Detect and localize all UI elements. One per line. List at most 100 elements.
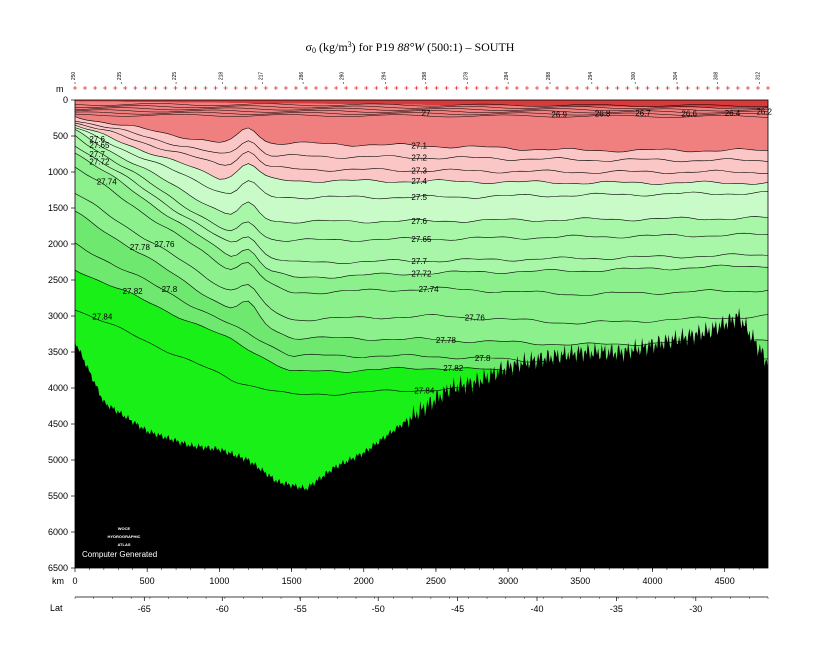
- title-sigma-sub: 0: [312, 46, 316, 55]
- contour-label-27-6: 27.6: [411, 217, 427, 226]
- contour-label-27-7: 27.7: [411, 257, 427, 266]
- depth-tick-label: 6500: [48, 563, 68, 573]
- contour-27.76: [75, 193, 768, 325]
- lat-tick-label: -50: [372, 604, 385, 614]
- distance-tick-label: 0: [72, 576, 77, 586]
- chart-title: σ0 (kg/m3) for P19 88°W (500:1) – SOUTH: [0, 40, 820, 55]
- contour-label-27-3: 27.3: [411, 166, 427, 175]
- station-label: 312: [755, 72, 761, 81]
- logo-line-1: WOCE: [118, 526, 131, 531]
- contour-label-27-7: 27.7: [89, 150, 105, 159]
- logo-line-3: ATLAS: [117, 542, 130, 547]
- bathymetry: [75, 307, 768, 568]
- station-label: 225: [172, 72, 178, 81]
- title-units-sup: 3: [347, 40, 352, 49]
- distance-tick-label: 3000: [498, 576, 518, 586]
- contour-surface-3: [75, 107, 768, 112]
- contour-27.3: [75, 122, 768, 175]
- station-label: 218: [218, 72, 224, 81]
- contour-surface-2: [75, 105, 768, 110]
- contour-label-27-8: 27.8: [162, 285, 178, 294]
- contour-label-27-2: 27.2: [411, 153, 427, 162]
- band-red-dark: [75, 100, 768, 109]
- station-label: 298: [422, 72, 428, 81]
- contour-label-26-6: 26.6: [681, 110, 697, 119]
- lat-tick-label: -40: [530, 604, 543, 614]
- station-label: 308: [714, 72, 720, 81]
- band-green-light: [75, 129, 768, 279]
- station-label: 286: [299, 72, 305, 81]
- contour-27.6: [75, 129, 768, 224]
- depth-tick-label: 2500: [48, 275, 68, 285]
- contour-surface-1: [75, 103, 768, 108]
- lat-tick-label: -60: [216, 604, 229, 614]
- contour-label-26-2: 26.2: [756, 108, 772, 117]
- contour-label-27-84: 27.84: [414, 386, 435, 395]
- lat-label: Lat: [50, 603, 63, 613]
- distance-tick-label: 4500: [715, 576, 735, 586]
- title-units-post: ) for P19: [351, 40, 398, 54]
- station-label: 294: [588, 72, 594, 81]
- contour-label-27-5: 27.5: [411, 193, 427, 202]
- depth-tick-label: 3500: [48, 347, 68, 357]
- contour-label-26-9: 26.9: [551, 110, 567, 119]
- station-label: 284: [504, 72, 510, 81]
- distance-tick-label: 2000: [354, 576, 374, 586]
- station-label: 300: [631, 72, 637, 81]
- band-green-deep: [75, 211, 768, 375]
- logo-line-2: HYDROGRAPHIC: [108, 534, 141, 539]
- depth-tick-label: 1500: [48, 203, 68, 213]
- station-axis: 250 235 225 218 217 286 290 294 298 278 284 288 294 3…: [71, 72, 770, 90]
- distance-tick-label: 1500: [282, 576, 302, 586]
- contour-label-27: 27: [422, 109, 431, 118]
- station-label: 250: [71, 72, 77, 81]
- station-label: 217: [259, 72, 265, 81]
- contour-label-27-1: 27.1: [411, 142, 427, 151]
- depth-tick-label: 2000: [48, 239, 68, 249]
- contour-label-27-8: 27.8: [475, 354, 491, 363]
- distance-tick-label: 1000: [209, 576, 229, 586]
- contour-label-26-8: 26.8: [595, 110, 611, 119]
- band-green-pale: [75, 125, 768, 224]
- contour-27.5: [75, 127, 768, 200]
- station-label: 294: [381, 72, 387, 81]
- distance-tick-label: 500: [140, 576, 155, 586]
- title-sigma: σ: [305, 40, 312, 54]
- contour-label-27-6: 27.6: [89, 135, 105, 144]
- woce-logo: WOCE HYDROGRAPHIC ATLAS Computer Generat…: [82, 526, 157, 559]
- contour-label-26-4: 26.4: [725, 109, 741, 118]
- seafloor: [75, 307, 768, 568]
- station-label: 288: [546, 72, 552, 81]
- contour-27.7: [75, 145, 768, 265]
- contour-27.74: [75, 166, 768, 296]
- contour-27.1: [75, 116, 768, 153]
- contour-labels: 27.127.227.327.427.527.627.6527.727.7227…: [89, 108, 772, 396]
- title-units-pre: (kg/m: [316, 40, 348, 54]
- depth-tick-label: 4000: [48, 383, 68, 393]
- contour-27.65: [75, 135, 768, 242]
- depth-tick-label: 6000: [48, 527, 68, 537]
- contour-surface-6: [75, 113, 768, 118]
- depth-tick-label: 5000: [48, 455, 68, 465]
- latitude-axis: -65 -60 -55 -50 -45 -40 -35 -30: [74, 596, 769, 614]
- lat-tick-label: -65: [138, 604, 151, 614]
- contour-27.4: [75, 124, 768, 185]
- contour-label-27-74: 27.74: [419, 285, 440, 294]
- contour-label-27-82: 27.82: [123, 287, 144, 296]
- distance-axis: 0 500 1000 1500 2000 2500 3000 3500 4000 4500: [72, 568, 754, 586]
- band-green-mid: [75, 153, 768, 346]
- contour-label-27-72: 27.72: [89, 158, 110, 167]
- title-rest: (500:1) – SOUTH: [424, 40, 515, 54]
- depth-tick-label: 1000: [48, 167, 68, 177]
- station-label: 278: [464, 72, 470, 81]
- band-pink: [75, 116, 768, 185]
- contour-label-26-7: 26.7: [635, 109, 651, 118]
- depth-tick-label: 500: [53, 131, 68, 141]
- depth-tick-label: 5500: [48, 491, 68, 501]
- depth-axis: 0 500 1000 1500 2000 2500 3000 3500 4000 4500 5000…: [48, 95, 75, 573]
- lat-tick-label: -55: [294, 604, 307, 614]
- depth-unit-label: m: [56, 84, 64, 94]
- depth-tick-label: 4500: [48, 419, 68, 429]
- station-label: 290: [340, 72, 346, 81]
